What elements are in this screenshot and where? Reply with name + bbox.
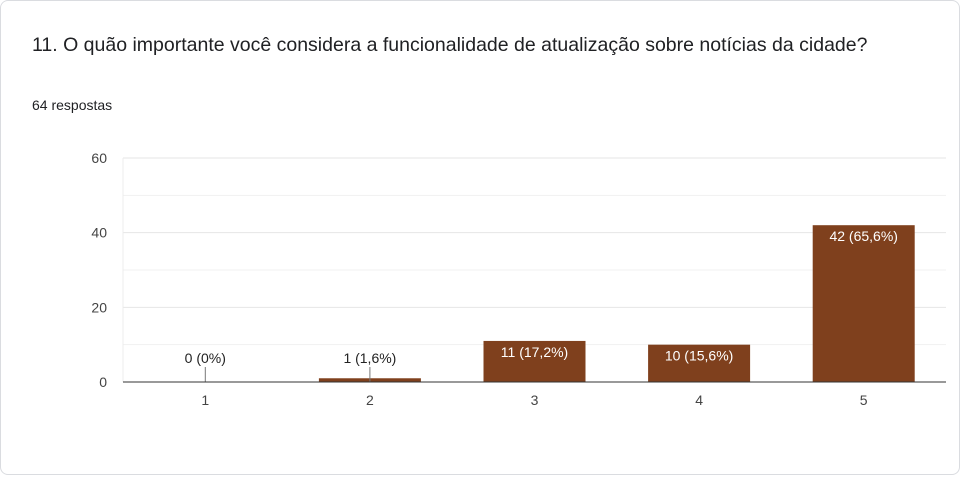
x-tick-label: 2	[366, 392, 374, 408]
bar	[483, 340, 586, 382]
x-tick-label: 1	[201, 392, 209, 408]
data-label: 1 (1,6%)	[343, 350, 396, 366]
bar	[812, 225, 915, 382]
data-label: 42 (65,6%)	[829, 228, 897, 244]
data-label: 10 (15,6%)	[665, 348, 733, 364]
y-tick-label: 20	[91, 299, 107, 315]
data-label: 0 (0%)	[185, 350, 226, 366]
y-tick-label: 40	[91, 225, 107, 241]
question-title: 11. O quão importante você considera a f…	[32, 34, 868, 56]
bar	[648, 344, 751, 382]
x-tick-label: 5	[860, 392, 868, 408]
data-label: 11 (17,2%)	[501, 344, 568, 360]
y-tick-label: 0	[99, 374, 107, 390]
y-tick-label: 60	[91, 150, 107, 166]
x-tick-label: 4	[695, 392, 703, 408]
response-count: 64 respostas	[32, 97, 113, 113]
x-tick-label: 3	[531, 392, 539, 408]
